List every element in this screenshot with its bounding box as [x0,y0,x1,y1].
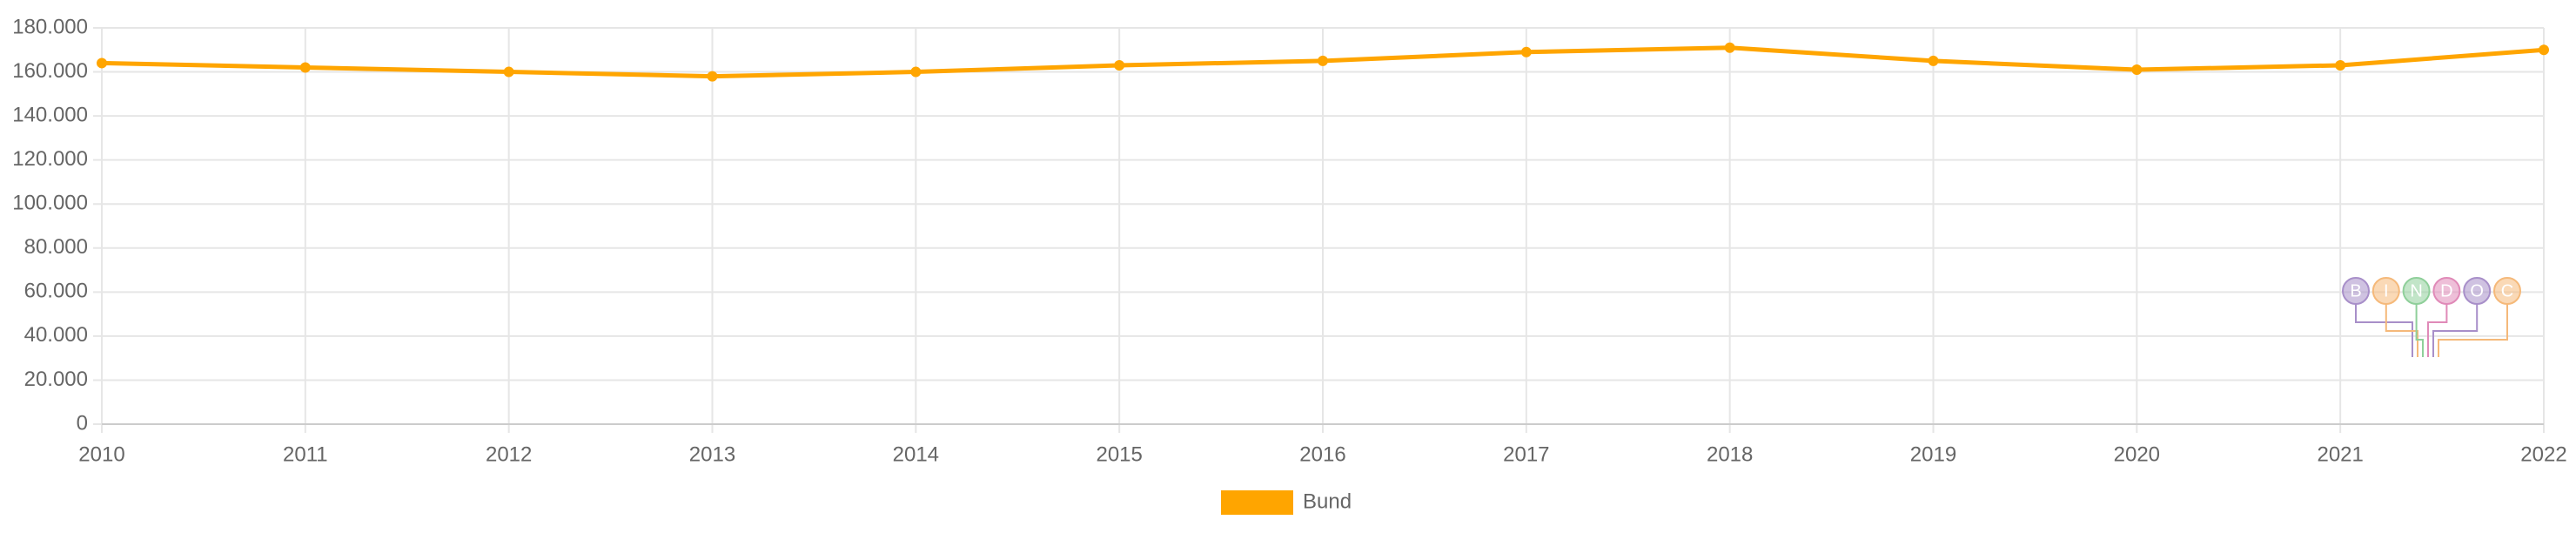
logo-connector [2432,304,2479,357]
logo-dot [2371,277,2400,305]
x-tick-label: 2020 [2114,442,2160,466]
data-point [1114,59,1125,71]
y-tick-label: 60.000 [24,280,88,303]
data-point [2335,59,2346,71]
x-tick-label: 2019 [1910,442,1956,466]
data-point [2539,44,2549,56]
y-tick-label: 80.000 [24,235,88,259]
x-tick-label: 2018 [1707,442,1753,466]
logo-connector [2427,304,2448,357]
x-tick-label: 2011 [283,442,328,466]
logo-dot [2463,277,2492,305]
logo-dot [2432,277,2461,305]
legend-swatch [1221,490,1293,515]
y-tick-label: 120.000 [12,147,88,171]
data-point [1724,42,1735,53]
y-tick-label: 0 [77,411,88,435]
y-tick-label: 160.000 [12,59,88,83]
logo-connector [2385,304,2418,357]
x-tick-label: 2010 [78,442,124,466]
y-tick-label: 100.000 [12,192,88,215]
data-point [2131,64,2143,76]
y-tick-label: 40.000 [24,323,88,347]
data-point [97,57,107,69]
logo-letter: N [2410,281,2422,300]
y-tick-label: 140.000 [12,103,88,126]
data-point [503,66,514,78]
logo-letter: C [2501,281,2513,300]
y-tick-label: 20.000 [24,368,88,391]
data-point [1928,55,1939,66]
data-point [707,71,718,82]
x-tick-label: 2016 [1299,442,1345,466]
logo-dot [2493,277,2521,305]
x-tick-label: 2015 [1096,442,1142,466]
x-tick-label: 2014 [893,442,939,466]
data-point [1520,46,1532,57]
logo-dot [2402,277,2431,305]
logo-letter: D [2440,281,2452,300]
logo-connector [2415,304,2424,357]
x-tick-label: 2021 [2317,442,2363,466]
logo-connector [2438,304,2508,357]
x-tick-label: 2022 [2520,442,2566,466]
data-point [910,66,922,78]
x-tick-label: 2012 [486,442,532,466]
data-point [299,62,311,73]
logo-connector [2355,304,2413,357]
legend-label: Bund [1303,489,1352,513]
logo-letter: B [2350,281,2361,300]
data-point [1318,55,1328,66]
logo-letter: O [2470,281,2484,300]
x-tick-label: 2017 [1503,442,1549,466]
x-tick-label: 2013 [689,442,735,466]
y-tick-label: 180.000 [12,15,88,38]
logo-letter: I [2384,281,2389,300]
logo-dot [2342,277,2370,305]
